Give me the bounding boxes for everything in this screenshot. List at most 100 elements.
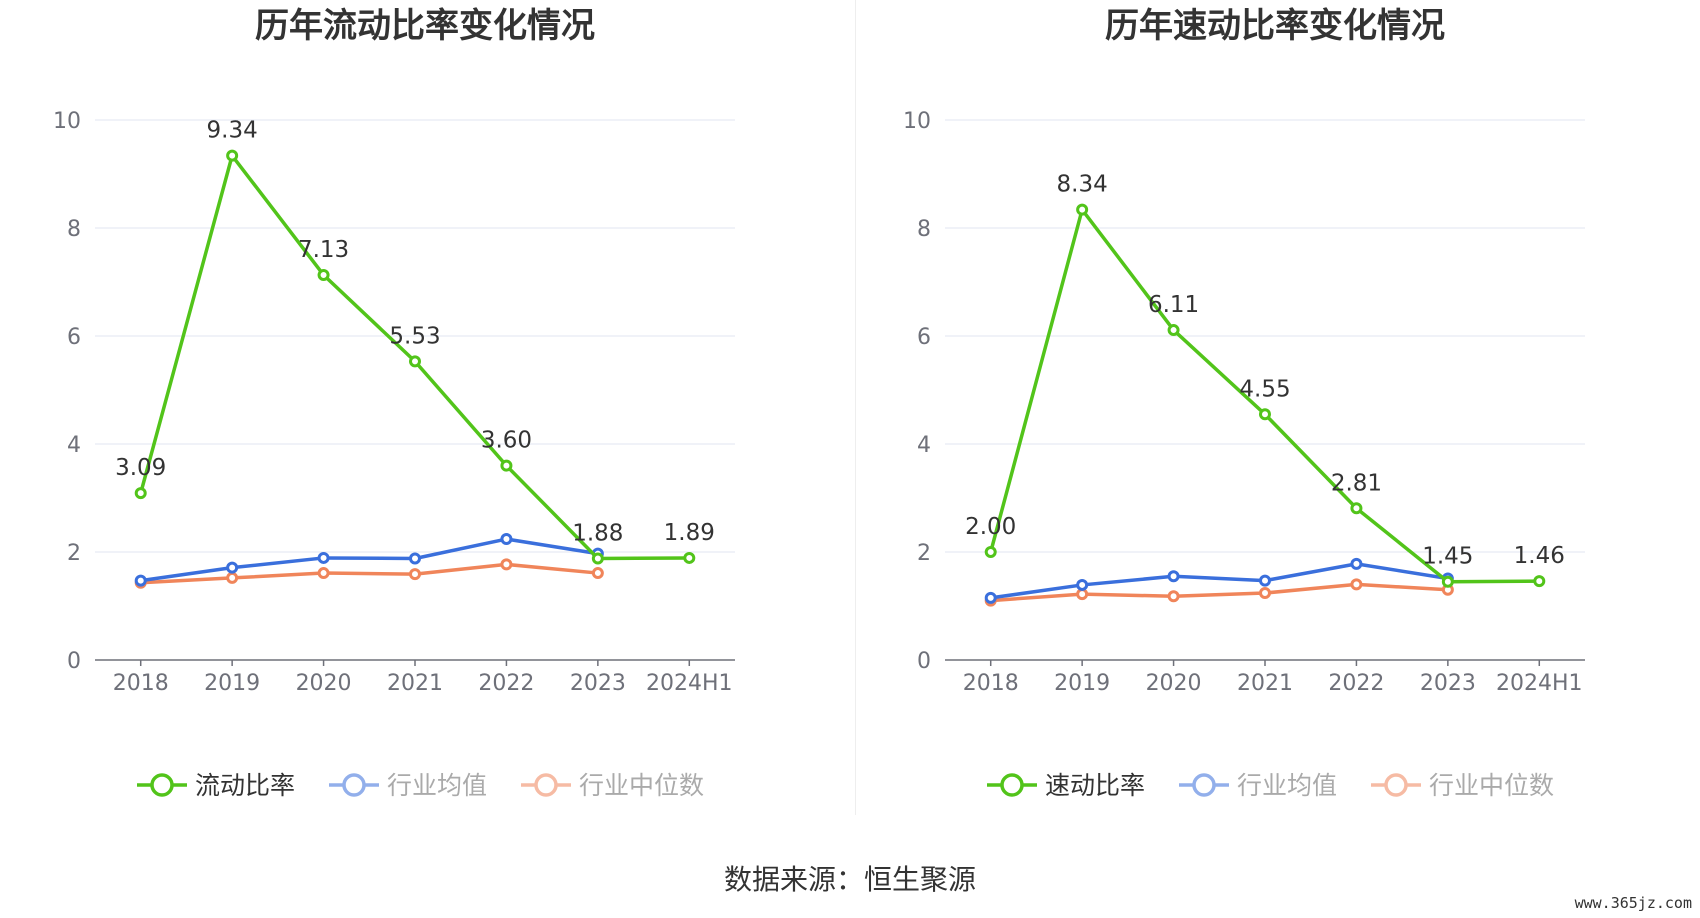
data-label: 5.53 <box>389 323 440 349</box>
data-point <box>134 574 147 587</box>
legend-label: 行业均值 <box>387 771 487 800</box>
data-label: 6.11 <box>1148 292 1199 318</box>
data-label: 7.13 <box>298 237 349 263</box>
panel-divider <box>855 0 856 815</box>
data-label: 8.34 <box>1057 172 1108 198</box>
x-tick-label: 2023 <box>570 671 626 696</box>
legend-item: 速动比率 <box>987 771 1145 800</box>
legend-item: 行业中位数 <box>1371 771 1554 800</box>
y-tick-label: 2 <box>917 541 931 566</box>
legend-item: 行业中位数 <box>521 771 704 800</box>
x-tick-label: 2020 <box>1146 671 1202 696</box>
data-label: 2.81 <box>1331 470 1382 496</box>
watermark: www.365jz.com <box>1574 894 1692 912</box>
data-point <box>409 355 421 368</box>
data-label: 1.88 <box>572 520 623 546</box>
legend-marker <box>1192 773 1216 797</box>
y-tick-label: 10 <box>53 109 81 134</box>
data-point <box>500 558 513 571</box>
series-line <box>140 537 599 583</box>
legend-label: 行业均值 <box>1237 771 1337 800</box>
x-tick-label: 2018 <box>113 671 169 696</box>
data-point <box>317 567 330 580</box>
y-tick-label: 6 <box>67 325 81 350</box>
legend-label: 速动比率 <box>1045 771 1145 800</box>
series-line <box>990 562 1449 600</box>
data-point <box>1076 578 1089 591</box>
chart-title: 历年速动比率变化情况 <box>1105 6 1445 46</box>
data-point <box>226 561 239 574</box>
data-point <box>226 149 239 162</box>
y-tick-label: 4 <box>917 433 931 458</box>
data-point <box>500 533 513 546</box>
y-tick-label: 10 <box>903 109 931 134</box>
data-point <box>1259 574 1271 587</box>
x-tick-label: 2022 <box>478 671 534 696</box>
x-tick-label: 2020 <box>296 671 352 696</box>
data-point <box>1076 588 1089 601</box>
chart-title: 历年流动比率变化情况 <box>255 6 595 46</box>
y-tick-label: 0 <box>917 649 931 674</box>
legend-marker <box>1384 773 1408 797</box>
y-tick-label: 0 <box>67 649 81 674</box>
y-tick-label: 6 <box>917 325 931 350</box>
data-point <box>1167 570 1180 583</box>
data-point <box>683 551 696 564</box>
legend-label: 行业中位数 <box>1429 771 1554 800</box>
current-ratio-chart: 历年流动比率变化情况 0 2 4 6 8 10 2018 2019 2020 2021 2022 20… <box>0 0 850 820</box>
x-tick-label: 2022 <box>1328 671 1384 696</box>
data-label: 9.34 <box>207 118 258 144</box>
current-ratio-plot: 0 2 4 6 8 10 2018 2019 2020 2021 2022 2023 2024H1 3.0… <box>53 109 735 800</box>
data-point <box>1533 575 1546 588</box>
x-tick-label: 2021 <box>1237 671 1293 696</box>
legend-label: 流动比率 <box>195 771 295 800</box>
data-label: 1.89 <box>664 520 715 546</box>
data-label: 2.00 <box>965 514 1016 540</box>
x-tick-label: 2021 <box>387 671 443 696</box>
data-point <box>409 552 421 565</box>
data-point <box>1167 590 1180 603</box>
data-point <box>134 487 147 500</box>
data-label: 1.45 <box>1422 544 1473 570</box>
quick-ratio-chart: 历年速动比率变化情况 0 2 4 6 8 10 2018 2019 2020 2021 2022 20… <box>850 0 1700 820</box>
data-point <box>1350 578 1363 591</box>
legend-marker <box>534 773 558 797</box>
y-tick-label: 4 <box>67 433 81 458</box>
x-tick-label: 2024H1 <box>1496 671 1583 696</box>
data-point <box>1167 324 1180 337</box>
data-point <box>984 546 997 558</box>
data-point <box>1259 587 1271 600</box>
legend-item: 流动比率 <box>137 771 295 800</box>
legend-label: 行业中位数 <box>579 771 704 800</box>
series-line <box>990 582 1448 603</box>
data-label: 3.09 <box>115 455 166 481</box>
data-label: 1.46 <box>1514 543 1565 569</box>
x-tick-label: 2024H1 <box>646 671 733 696</box>
legend-marker <box>342 773 366 797</box>
data-point <box>1350 502 1363 515</box>
data-point <box>226 571 239 584</box>
x-tick-label: 2019 <box>1054 671 1110 696</box>
x-tick-label: 2023 <box>1420 671 1476 696</box>
x-tick-label: 2018 <box>963 671 1019 696</box>
y-tick-label: 8 <box>917 217 931 242</box>
data-point <box>1350 557 1363 570</box>
data-label: 4.55 <box>1239 376 1290 402</box>
series-line <box>140 562 599 585</box>
data-point <box>591 567 604 580</box>
data-point <box>1441 575 1454 588</box>
data-source-note: 数据来源：恒生聚源 <box>723 863 976 896</box>
data-point <box>1259 408 1271 421</box>
legend-marker <box>1000 773 1024 797</box>
y-tick-label: 8 <box>67 217 81 242</box>
quick-ratio-plot: 0 2 4 6 8 10 2018 2019 2020 2021 2022 2023 2024H1 2.0… <box>903 109 1585 800</box>
data-point <box>317 551 330 564</box>
y-tick-label: 2 <box>67 541 81 566</box>
legend-item: 行业均值 <box>329 771 487 800</box>
legend-marker <box>150 773 174 797</box>
data-point <box>591 552 604 565</box>
x-tick-label: 2019 <box>204 671 260 696</box>
data-point <box>1076 203 1089 216</box>
data-point <box>409 568 421 581</box>
data-label: 3.60 <box>481 428 532 454</box>
